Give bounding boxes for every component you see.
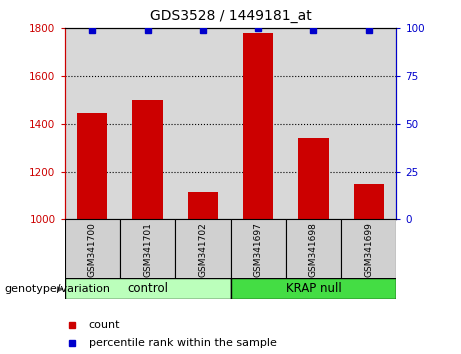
Bar xyxy=(243,33,273,219)
Bar xyxy=(188,192,218,219)
Bar xyxy=(298,138,329,219)
Text: GSM341698: GSM341698 xyxy=(309,222,318,277)
Text: percentile rank within the sample: percentile rank within the sample xyxy=(89,338,277,348)
Bar xyxy=(175,219,230,280)
Text: GSM341702: GSM341702 xyxy=(198,222,207,277)
Text: GSM341699: GSM341699 xyxy=(364,222,373,277)
Text: genotype/variation: genotype/variation xyxy=(5,284,111,294)
Text: count: count xyxy=(89,320,120,330)
Bar xyxy=(230,278,396,299)
Bar xyxy=(230,219,286,280)
Bar xyxy=(65,219,120,280)
Text: GDS3528 / 1449181_at: GDS3528 / 1449181_at xyxy=(150,9,311,23)
Bar xyxy=(120,219,175,280)
Bar xyxy=(77,113,107,219)
Bar xyxy=(286,219,341,280)
Bar xyxy=(341,219,396,280)
Bar xyxy=(354,184,384,219)
Text: control: control xyxy=(127,282,168,295)
Text: KRAP null: KRAP null xyxy=(286,282,341,295)
Bar xyxy=(132,100,163,219)
Text: GSM341701: GSM341701 xyxy=(143,222,152,277)
Text: GSM341700: GSM341700 xyxy=(88,222,97,277)
Bar xyxy=(65,278,230,299)
Text: GSM341697: GSM341697 xyxy=(254,222,263,277)
